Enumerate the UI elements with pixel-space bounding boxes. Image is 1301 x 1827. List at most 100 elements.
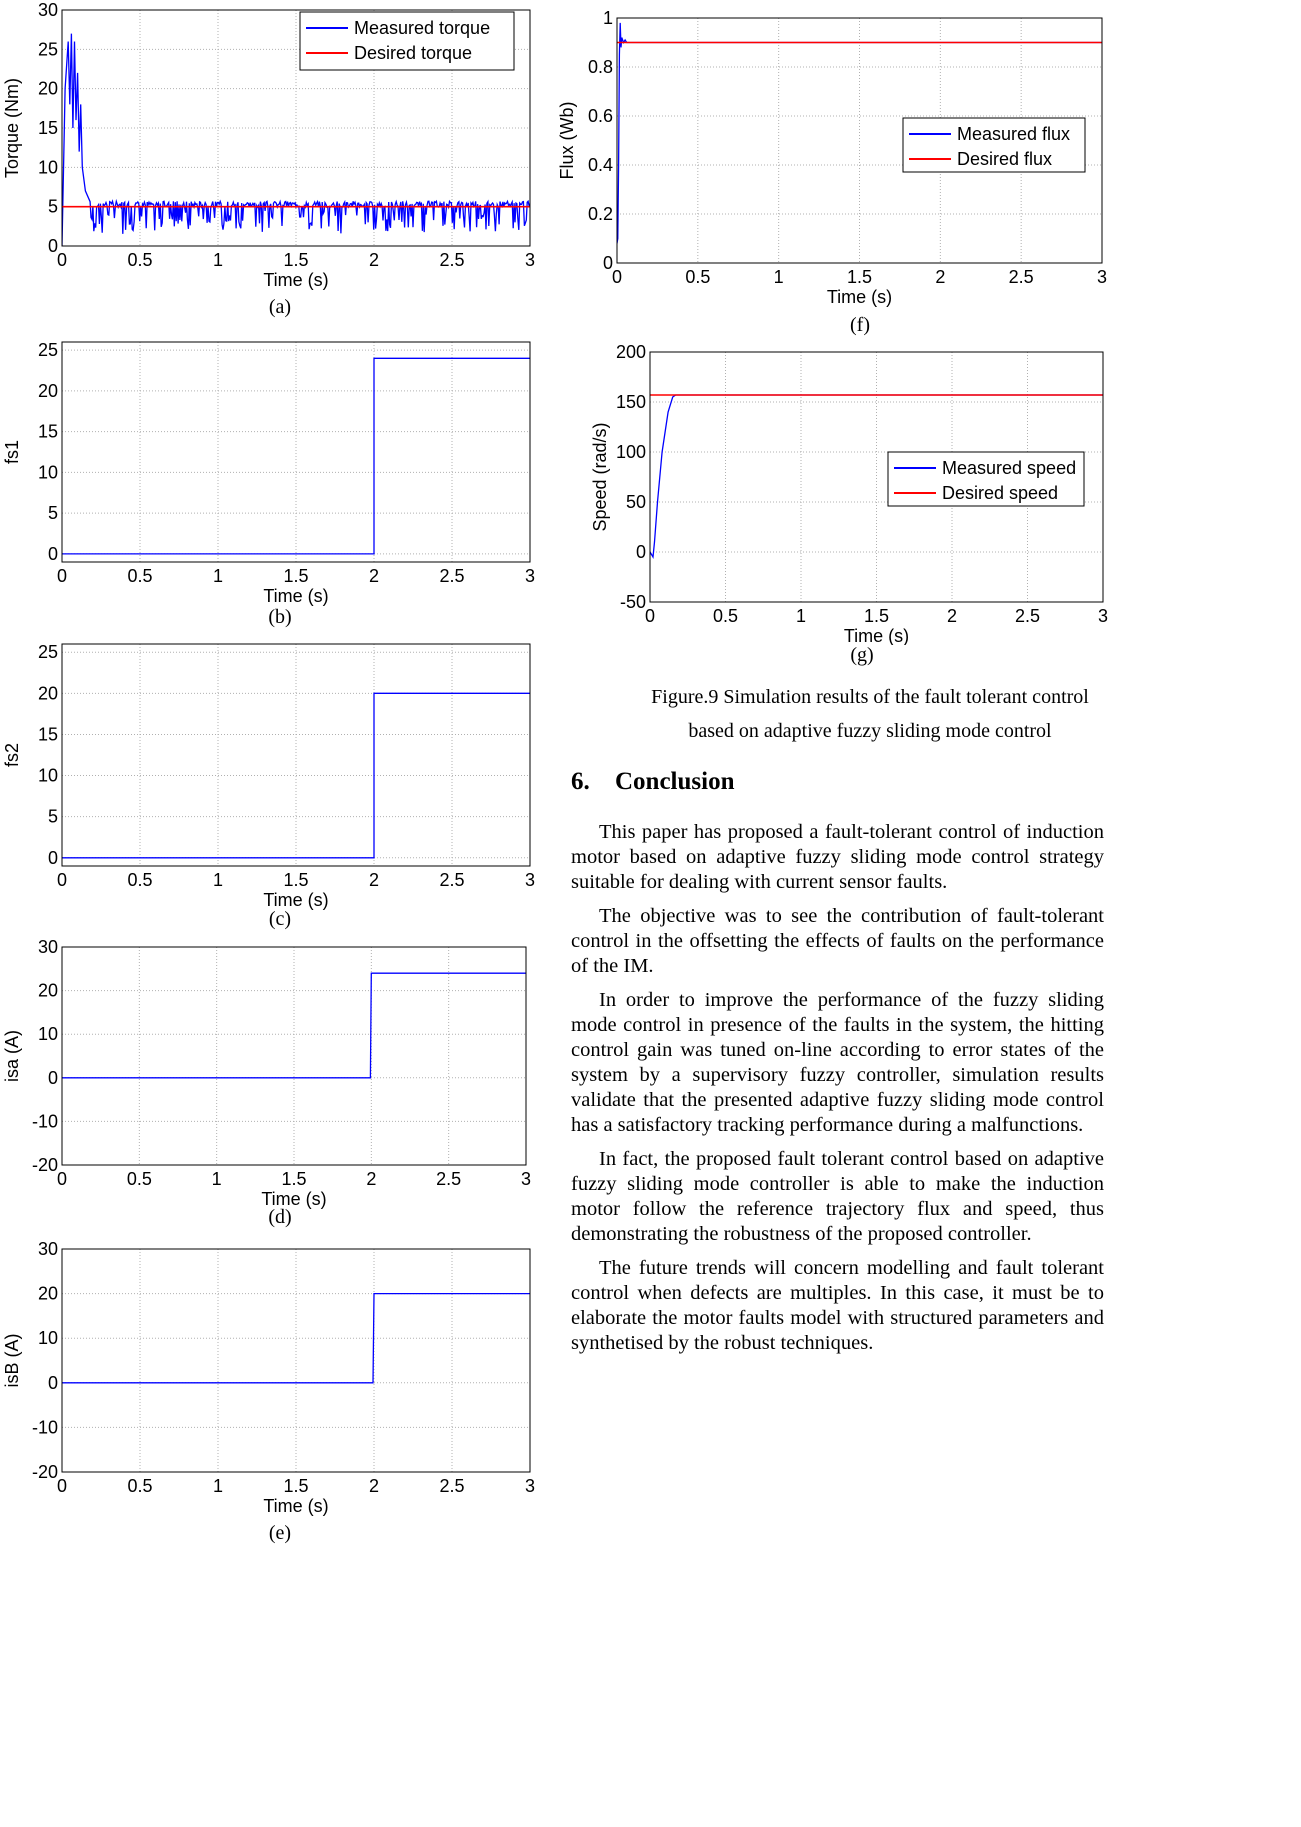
section-title: Conclusion <box>615 768 735 795</box>
x-tick-label: 0 <box>57 1169 67 1189</box>
y-tick-label: 5 <box>48 807 58 827</box>
x-tick-label: 1 <box>213 870 223 890</box>
axes-frame <box>61 1248 531 1473</box>
x-tick-label: 0.5 <box>127 566 152 586</box>
y-tick-label: 10 <box>38 1024 58 1044</box>
x-tick-label: 0 <box>57 566 67 586</box>
measured-series-line <box>62 33 530 246</box>
caption-line-1: Figure.9 Simulation results of the fault… <box>651 686 1089 708</box>
x-tick-label: 3 <box>525 250 535 270</box>
x-tick-label: 3 <box>521 1169 531 1189</box>
y-tick-label: 25 <box>38 340 58 360</box>
y-tick-label: 15 <box>38 118 58 138</box>
x-tick-label: 1.5 <box>283 566 308 586</box>
x-tick-label: 0 <box>57 1476 67 1496</box>
y-tick-label: -10 <box>32 1111 58 1131</box>
axes-frame <box>61 341 531 563</box>
x-tick-label: 0.5 <box>127 870 152 890</box>
x-tick-label: 3 <box>525 1476 535 1496</box>
x-tick-label: 1.5 <box>283 870 308 890</box>
conclusion-text: This paper has proposed a fault-tolerant… <box>571 820 1104 1365</box>
x-tick-label: 0.5 <box>685 267 710 287</box>
y-tick-label: 30 <box>38 1239 58 1259</box>
x-tick-label: 1.5 <box>281 1169 306 1189</box>
x-tick-label: 3 <box>525 870 535 890</box>
y-tick-label: 10 <box>38 1328 58 1348</box>
legend-box <box>902 117 1086 173</box>
x-tick-label: 2 <box>369 250 379 270</box>
x-axis-label: Time (s) <box>263 586 328 606</box>
x-tick-label: 1.5 <box>847 267 872 287</box>
x-axis-label: Time (s) <box>263 1496 328 1516</box>
y-tick-label: 15 <box>38 724 58 744</box>
x-tick-label: 2 <box>369 1476 379 1496</box>
chart-fs1: 0 0.5 1 1.5 2 2.5 3 0 5 10 15 20 25 Time (s) fs1 <box>2 340 535 606</box>
y-axis-label: Torque (Nm) <box>2 78 22 178</box>
y-tick-label: 50 <box>626 492 646 512</box>
x-tick-label: 1 <box>796 606 806 626</box>
panel-label-d: (d) <box>268 1206 292 1228</box>
axes-frame <box>61 643 531 867</box>
x-tick-label: 2.5 <box>436 1169 461 1189</box>
x-tick-label: 3 <box>1097 267 1107 287</box>
axes-frame <box>616 17 1103 264</box>
x-tick-label: 2 <box>935 267 945 287</box>
chart-flux: 0 0.5 1 1.5 2 2.5 3 0 0.2 0.4 0.6 0.8 1 Time (s) Flux … <box>557 8 1107 307</box>
y-axis-label: fs1 <box>2 440 22 464</box>
axes-frame <box>61 9 531 247</box>
x-tick-label: 2.5 <box>439 1476 464 1496</box>
y-tick-label: 5 <box>48 197 58 217</box>
section-number: 6. <box>571 768 590 795</box>
x-tick-label: 2 <box>366 1169 376 1189</box>
x-axis-label: Time (s) <box>827 287 892 307</box>
figure-caption: Figure.9 Simulation results of the fault… <box>560 680 1180 748</box>
x-tick-label: 2 <box>947 606 957 626</box>
x-axis-label: Time (s) <box>844 626 909 645</box>
panel-label-b: (b) <box>268 606 292 628</box>
y-tick-label: -20 <box>32 1462 58 1482</box>
y-tick-label: 0 <box>636 542 646 562</box>
y-tick-label: 25 <box>38 642 58 662</box>
y-tick-label: 0 <box>48 848 58 868</box>
y-axis-label: fs2 <box>2 743 22 767</box>
x-tick-label: 1.5 <box>283 250 308 270</box>
y-tick-label: 30 <box>38 0 58 20</box>
y-tick-label: 200 <box>616 342 646 362</box>
y-tick-label: 10 <box>38 462 58 482</box>
x-tick-label: 0.5 <box>713 606 738 626</box>
x-tick-label: 2.5 <box>1015 606 1040 626</box>
x-tick-label: 1 <box>212 1169 222 1189</box>
y-tick-label: 0 <box>603 253 613 273</box>
x-tick-label: 2.5 <box>1009 267 1034 287</box>
y-tick-label: -10 <box>32 1417 58 1437</box>
x-tick-label: 0 <box>612 267 622 287</box>
legend-box <box>887 451 1085 507</box>
x-tick-label: 3 <box>525 566 535 586</box>
chart-isb: 0 0.5 1 1.5 2 2.5 3 -20 -10 0 10 20 30 Time (s) isB (A… <box>2 1239 535 1516</box>
paragraph: The objective was to see the contributio… <box>571 905 1104 977</box>
y-tick-label: 0 <box>48 544 58 564</box>
x-tick-label: 1 <box>213 1476 223 1496</box>
paragraph: The future trends will concern modelling… <box>571 1257 1104 1354</box>
x-tick-label: 2 <box>369 870 379 890</box>
y-tick-label: 100 <box>616 442 646 462</box>
measured-series-line <box>62 692 530 859</box>
y-tick-label: 150 <box>616 392 646 412</box>
y-tick-label: 0.8 <box>588 57 613 77</box>
legend-label: Desired torque <box>354 43 472 63</box>
x-axis-label: Time (s) <box>263 270 328 290</box>
x-tick-label: 1 <box>213 250 223 270</box>
plot-area <box>62 947 526 1165</box>
y-tick-label: 15 <box>38 422 58 442</box>
y-tick-label: 20 <box>38 1284 58 1304</box>
axes-frame <box>649 351 1104 603</box>
y-tick-label: 20 <box>38 981 58 1001</box>
x-tick-label: 1 <box>774 267 784 287</box>
y-tick-label: -20 <box>32 1155 58 1175</box>
y-tick-label: 5 <box>48 503 58 523</box>
panel-label-g: (g) <box>850 644 874 666</box>
legend-box <box>299 11 515 71</box>
y-tick-label: 0.2 <box>588 204 613 224</box>
x-tick-label: 1.5 <box>283 1476 308 1496</box>
y-tick-label: 20 <box>38 381 58 401</box>
